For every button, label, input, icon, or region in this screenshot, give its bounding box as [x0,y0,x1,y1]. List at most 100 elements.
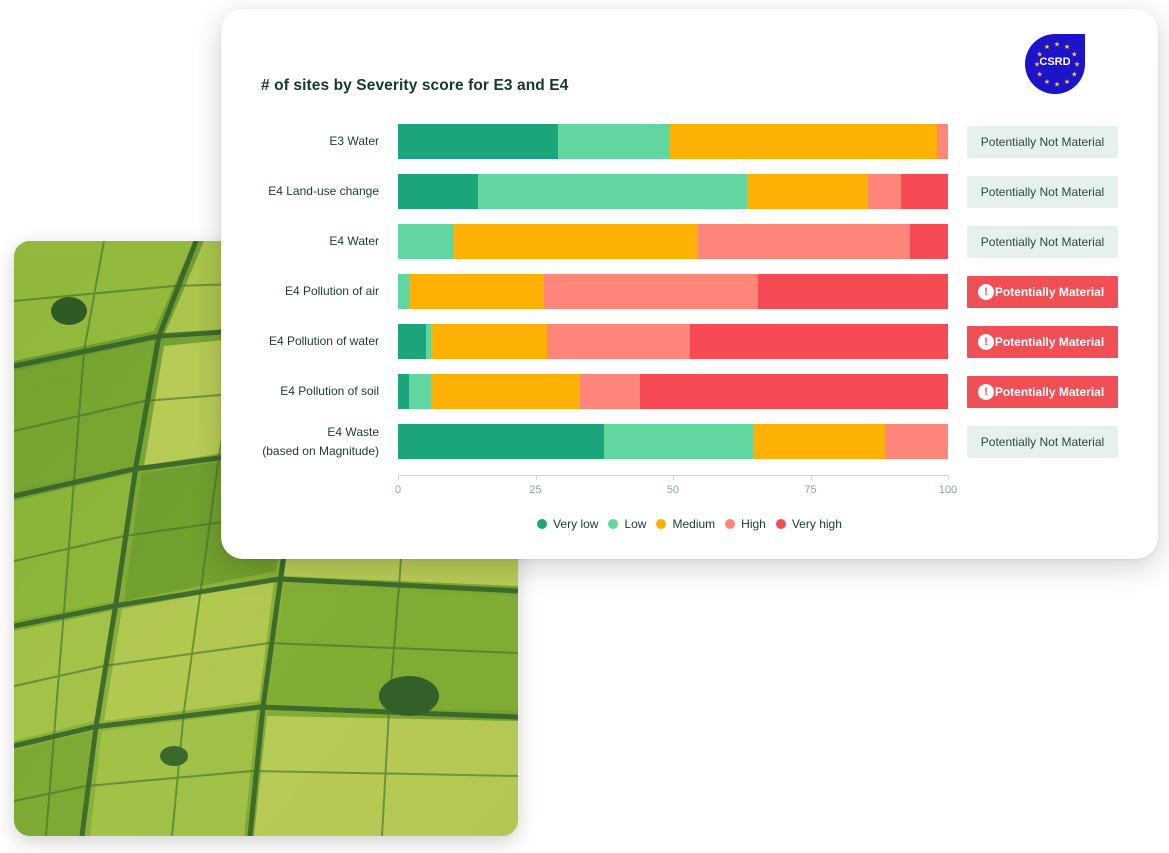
bar-segment-medium[interactable] [409,274,544,309]
category-label-line: E4 Land-use change [268,184,379,198]
eu-stars-icon: ★★★★★★★★★ ★ ★★ [1025,34,1085,94]
category-label-line: E4 Pollution of air [284,284,379,298]
bar-segment-low[interactable] [604,424,753,459]
legend-label: Medium [672,517,716,531]
legend-item[interactable]: High [725,517,766,531]
x-tick-mark [810,475,812,480]
not-material-status-badge: Potentially Not Material [967,425,1118,458]
badge-star: ★ [1037,71,1043,79]
bar-segment-medium[interactable] [431,324,547,359]
bar-segment-medium[interactable] [747,174,869,209]
badge-star: ★ [1054,81,1060,89]
stacked-bar[interactable] [398,424,948,459]
status-label: Potentially Not Material [980,184,1105,199]
bar-segment-high[interactable] [884,424,948,459]
bar-segment-high[interactable] [937,124,948,159]
bar-segment-medium[interactable] [752,424,885,459]
legend-item[interactable]: Very low [537,517,598,531]
x-tick-label: 100 [938,484,958,496]
material-status-badge: ! Potentially Material [967,275,1118,308]
legend-item[interactable]: Medium [656,517,715,531]
status-label: Potentially Not Material [980,134,1105,149]
bar-segment-high[interactable] [868,174,902,209]
stacked-bar[interactable] [398,374,948,409]
x-tick-label: 0 [394,484,402,496]
x-tick-label: 25 [529,484,542,496]
bar-segment-very-low[interactable] [398,324,426,359]
x-tick-label: 50 [666,484,680,496]
x-tick-mark [398,475,399,480]
bar-segment-very-low[interactable] [398,374,409,409]
badge-star: ★ [1071,71,1077,79]
not-material-status-badge: Potentially Not Material [967,175,1118,208]
bar-segment-very-high[interactable] [689,324,948,359]
material-status-badge: ! Potentially Material [967,325,1118,358]
x-tick-label: 75 [804,484,817,496]
bar-segment-high[interactable] [579,374,640,409]
status-label: Potentially Not Material [980,234,1105,249]
alert-icon: ! [978,283,994,300]
bar-segment-very-high[interactable] [909,224,948,259]
bar-segment-high[interactable] [546,324,690,359]
material-status-badge: ! Potentially Material [967,375,1118,408]
bar-segment-very-high[interactable] [640,374,948,409]
category-label-line: E4 Water [329,234,379,248]
bar-segment-low[interactable] [409,374,431,409]
legend-item[interactable]: Low [608,517,646,531]
chart-title: # of sites by Severity score for E3 and … [261,77,569,94]
not-material-status-badge: Potentially Not Material [967,225,1118,258]
badge-star: ★ [1034,61,1040,69]
stacked-bar[interactable] [398,274,948,309]
bar-segment-high[interactable] [697,224,910,259]
chart-legend: Very low Low Medium High Very high [221,517,1158,531]
bar-segment-low[interactable] [425,324,431,359]
legend-label: High [741,517,766,531]
badge-star: ★ [1064,78,1070,86]
category-label-line: E3 Water [329,134,379,148]
bar-segment-low[interactable] [398,224,453,259]
bar-segment-medium[interactable] [670,124,937,159]
legend-item[interactable]: Very high [775,517,842,531]
stacked-bar[interactable] [398,224,948,259]
status-label: Potentially Material [994,334,1105,349]
status-label: Potentially Material [994,384,1105,399]
category-label: E4 Pollution of soil [229,382,379,401]
badge-star: ★ [1044,78,1050,86]
bar-segment-very-high[interactable] [758,274,948,309]
bar-segment-medium[interactable] [431,374,580,409]
bar-segment-low[interactable] [477,174,748,209]
bar-segment-low[interactable] [398,274,409,309]
category-label: E3 Water [229,132,379,151]
badge-star: ★ [1074,61,1080,69]
category-label-line: E4 Pollution of water [268,334,379,348]
badge-star: ★ [1064,43,1070,51]
bar-segment-medium[interactable] [453,224,698,259]
category-label: E4 Pollution of water [229,332,379,351]
csrd-badge-label: CSRD [1039,56,1071,68]
bar-segment-very-low[interactable] [398,424,605,459]
bar-segment-high[interactable] [543,274,759,309]
bar-segment-very-high[interactable] [901,174,948,209]
stacked-bar[interactable] [398,174,948,209]
category-label-line: E4 Pollution of soil [280,384,379,398]
x-tick-mark [948,475,949,480]
bar-segment-very-low[interactable] [398,124,558,159]
legend-swatch [537,519,548,529]
category-label: E4 Pollution of air [229,282,379,301]
category-label: E4 Waste (based on Magnitude) [229,423,379,461]
stacked-bar[interactable] [398,124,948,159]
stacked-bar[interactable] [398,324,948,359]
csrd-badge: ★ ★ ★ ★ ★ ★ ★ ★ ★ ★ ★ ★ CSRD [1025,32,1089,96]
legend-label: Low [624,517,647,531]
badge-star: ★ [1071,51,1077,59]
alert-icon: ! [978,333,994,350]
bar-segment-low[interactable] [557,124,671,159]
category-label: E4 Water [229,232,379,251]
x-tick-mark [673,475,674,480]
severity-chart-card: # of sites by Severity score for E3 and … [221,9,1158,559]
bar-segment-very-low[interactable] [398,174,478,209]
legend-swatch [775,519,786,529]
category-label-line: E4 Waste [327,424,379,439]
category-label-line: (based on Magnitude) [262,443,379,458]
